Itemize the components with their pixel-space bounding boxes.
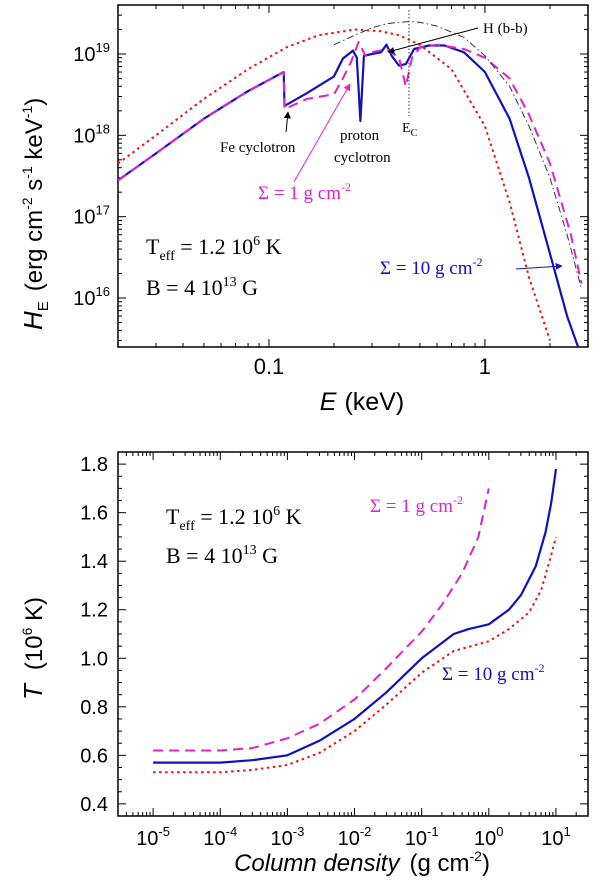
bottom-xtick-label-1e1: 101 <box>541 824 570 850</box>
top-sigma10-arrow <box>515 262 563 270</box>
top-params-teff: Teff = 1.2 106 K <box>146 234 282 264</box>
bottom-ytick-label-0.6: 0.6 <box>80 745 108 767</box>
top-sigma1-arrow <box>293 83 351 183</box>
top-sigma10-label: Σ = 10 g cm-2 <box>380 255 483 279</box>
top-x-axis-label: E (keV) <box>320 388 404 416</box>
top-sigma1-label: Σ = 1 g cm-2 <box>258 180 351 204</box>
fe-cyclotron-label: Fe cyclotron <box>220 140 296 156</box>
top-params-b: B = 4 1013 G <box>146 275 258 300</box>
top-xtick-label-1: 1 <box>479 354 491 379</box>
bottom-xtick-label-1e-1: 10-1 <box>405 824 439 850</box>
fe-cyclotron-arrow <box>283 111 291 133</box>
top-ytick-label-1e19: 1019 <box>73 40 110 66</box>
top-series-line-3 <box>333 21 582 289</box>
bottom-x-axis-label: Column density (g cm-2) <box>234 848 490 877</box>
bottom-series-line-1 <box>153 468 558 764</box>
bottom-xtick-label-1e-2: 10-2 <box>338 824 372 850</box>
top-ytick-label-1e18: 1018 <box>73 121 110 147</box>
bottom-ytick-label-0.4: 0.4 <box>80 794 108 816</box>
top-ytick-label-1e17: 1017 <box>73 203 110 229</box>
bottom-params-teff: Teff = 1.2 106 K <box>166 504 302 534</box>
top-y-axis-label: HE(erg cm-2 s-1 keV-1) <box>18 98 52 330</box>
top-series <box>118 21 583 347</box>
bottom-ytick-label-1.0: 1.0 <box>80 648 108 670</box>
hbb-arrow <box>387 27 479 54</box>
top-panel: 1016 1017 1018 1019 0.1 1 E (keV) HE(erg … <box>18 4 589 416</box>
bottom-xtick-label-1e-3: 10-3 <box>270 824 304 850</box>
top-plot-frame <box>117 4 589 348</box>
bottom-series <box>153 468 558 774</box>
bottom-y-axis-label: T(106 K) <box>18 597 48 700</box>
proton-cyclotron-label-line1: proton <box>340 128 380 144</box>
top-ytick-label-1e16: 1016 <box>73 284 110 310</box>
bottom-panel: 0.4 0.6 0.8 1.0 1.2 1.4 1.6 1.8 10-5 10-… <box>18 451 589 877</box>
bottom-ytick-label-1.6: 1.6 <box>80 503 108 525</box>
bottom-xtick-label-1e0: 100 <box>474 824 503 850</box>
bottom-ytick-label-1.4: 1.4 <box>80 551 108 573</box>
bottom-ytick-label-0.8: 0.8 <box>80 697 108 719</box>
ec-label: EC <box>402 121 418 139</box>
bottom-series-line-0 <box>153 488 490 752</box>
bottom-ytick-label-1.8: 1.8 <box>80 454 108 476</box>
bottom-plot-frame <box>117 451 589 817</box>
bottom-sigma10-label: Σ = 10 g cm-2 <box>442 661 545 685</box>
top-xtick-label-0.1: 0.1 <box>254 354 285 379</box>
top-series-line-2 <box>118 28 551 341</box>
hbb-label: H (b-b) <box>483 21 528 37</box>
bottom-params-b: B = 4 1013 G <box>166 543 278 568</box>
proton-cyclotron-label-line2: cyclotron <box>334 150 391 166</box>
bottom-xtick-label-1e-4: 10-4 <box>203 824 237 850</box>
top-series-line-1 <box>118 41 583 284</box>
top-ticks <box>117 4 589 347</box>
bottom-xtick-label-1e-5: 10-5 <box>136 824 170 850</box>
bottom-sigma1-label: Σ = 1 g cm-2 <box>370 493 463 517</box>
bottom-series-line-2 <box>153 536 557 774</box>
top-series-line-0 <box>118 43 580 347</box>
bottom-ytick-label-1.2: 1.2 <box>80 600 108 622</box>
bottom-ticks <box>117 451 589 816</box>
